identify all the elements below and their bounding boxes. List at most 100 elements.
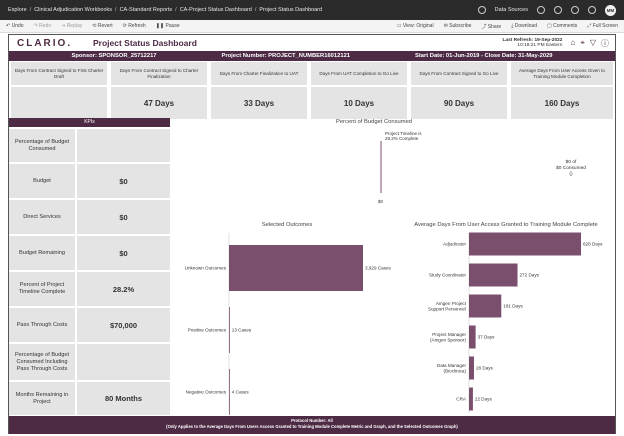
kpi-label-budget-consumed: Percentage of Budget Consumed: [9, 129, 75, 162]
kpi-value-budget-incl-pass: [77, 344, 170, 380]
metric-value-first-charter: [11, 87, 107, 119]
replay-button[interactable]: ⇥ Replay: [61, 23, 83, 29]
bar-negative-outcomes[interactable]: [229, 369, 230, 415]
last-refresh-time: 10:18:21 PM Eastern: [517, 43, 563, 48]
metric-value-contract-golive: 90 Days: [411, 87, 507, 119]
metric-header-charter-uat: Days From Charter Finalization to UAT: [211, 62, 307, 85]
bar-project-manager-amgen-sponsor[interactable]: [469, 325, 476, 349]
metric-value-charter-final: 47 Days: [111, 87, 207, 119]
last-refresh: Last Refresh: 19-Sep-2022 10:18:21 PM Ea…: [502, 38, 562, 49]
metric-header-contract-golive: Days From Contract Signed to Go Live: [411, 62, 507, 85]
breadcrumb-ca-dashboard[interactable]: CA-Project Status Dashboard: [179, 7, 252, 13]
selected-outcomes-chart: Unknown Outcomes 3,929 Cases Positive Outc…: [185, 233, 391, 415]
budget-axis-label: $0: [378, 199, 384, 204]
kpi-value-timeline-complete: 28.2%: [77, 272, 170, 306]
redo-label: Redo: [39, 23, 52, 29]
favorite-icon[interactable]: [554, 6, 562, 14]
consumed-label-1: $0 of: [566, 159, 577, 165]
metric-value-charter-uat: 33 Days: [211, 87, 307, 119]
filter-icon[interactable]: ▽: [589, 37, 596, 47]
bar-adjudicator[interactable]: [469, 232, 581, 256]
consumed-label-2: $0 Consumed: [556, 165, 586, 171]
fullscreen-button[interactable]: ⤢ Full Screen: [587, 23, 618, 29]
breadcrumb-explore[interactable]: Explore: [8, 7, 27, 13]
bar-cra[interactable]: [469, 387, 473, 411]
bar-unknown-outcomes-data-label: 3,929 Cases: [365, 266, 391, 271]
kpi-value-budget-remaining: $0: [77, 236, 170, 270]
bar-positive-outcomes-data-label: 13 Cases: [232, 328, 252, 333]
kpi-value-budget: $0: [77, 164, 170, 198]
metric-value-uat-golive: 10 Days: [311, 87, 407, 119]
bar-study-coordinator[interactable]: [469, 263, 518, 287]
bar-negative-outcomes-data-label: 4 Cases: [232, 390, 250, 395]
avatar[interactable]: MM: [605, 4, 616, 16]
pause-button[interactable]: ❚❚ Pause: [155, 23, 180, 29]
bar-data-manager-bioclinica-data-label: 28 Days: [476, 366, 494, 371]
download-button[interactable]: ⤓ Download: [511, 23, 537, 29]
kpi-value-pass-through: $70,000: [77, 308, 170, 342]
refresh-button[interactable]: ⟳ Refresh: [122, 23, 146, 29]
bar-adjudicator-category-label: Adjudicator: [443, 242, 466, 247]
outcomes-chart-title: Selected Outcomes: [261, 222, 313, 228]
kpi-value-direct-services: $0: [77, 200, 170, 234]
kpi-label-budget-incl-pass: Percentage of Budget Consumed Including …: [9, 344, 75, 380]
bar-unknown-outcomes-category-label: Unknown Outcomes: [185, 266, 227, 271]
subscribe-label: Subscribe: [449, 23, 472, 29]
bar-project-manager-amgen-sponsor-data-label: 37 Days: [478, 335, 496, 340]
replay-label: Replay: [66, 23, 83, 29]
breadcrumb-workbooks[interactable]: Clinical Adjudication Workbooks: [34, 7, 113, 13]
bar-project-manager-amgen-sponsor-category-label: (Amgen Sponsor): [430, 337, 466, 342]
breadcrumb-standard-reports[interactable]: CA-Standard Reports: [119, 7, 173, 13]
share-label: Share: [487, 23, 502, 30]
bar-positive-outcomes-category-label: Positive Outcomes: [188, 328, 227, 333]
kpi-value-budget-consumed: [77, 129, 170, 162]
comments-button[interactable]: ▢ Comments: [547, 23, 578, 29]
footer-note: (Only Applies to the Average Days From U…: [166, 424, 458, 429]
search-icon[interactable]: [537, 6, 545, 14]
download-label: Download: [514, 23, 537, 29]
timeline-label-2: 28.2% Complete: [385, 136, 419, 141]
consumed-label-3: (): [569, 171, 573, 177]
view-original-button[interactable]: ▭ View: Original: [396, 23, 434, 29]
last-refresh-date: Last Refresh: 19-Sep-2022: [502, 37, 563, 43]
project-dates-text: Start Date: 01-Jun-2019 - Close Date: 31…: [414, 53, 553, 59]
data-sources-link[interactable]: Data Sources: [494, 7, 528, 13]
redo-button[interactable]: ↷ Redo: [33, 23, 52, 29]
sponsor-text: Sponsor: SPONSOR_25712217: [71, 53, 157, 59]
subscribe-button[interactable]: ✉ Subscribe: [443, 23, 472, 29]
training-chart-title: Average Days From User Access Granted to…: [414, 222, 598, 228]
clario-logo: CLARIO.: [17, 37, 73, 49]
header-icons: ⌂ ⌖ ▽ ⓘ: [570, 38, 609, 49]
kpi-value-months-remaining: 80 Months: [77, 382, 170, 415]
metric-header-uat-golive: Days From UAT Completion to Go Live: [311, 62, 407, 85]
kpi-label-budget-remaining: Budget Remaining: [9, 236, 75, 270]
bookmark-icon[interactable]: ⌖: [580, 37, 585, 47]
kpi-label-timeline-complete: Percent of Project Timeline Complete: [9, 272, 75, 306]
bar-adjudicator-data-label: 628 Days: [583, 242, 603, 247]
bar-unknown-outcomes[interactable]: [229, 245, 363, 291]
revert-label: Revert: [97, 23, 113, 29]
home-icon[interactable]: ⌂: [570, 37, 576, 47]
bar-positive-outcomes[interactable]: [229, 307, 230, 353]
share-button[interactable]: ⤴ Share: [481, 23, 502, 30]
project-info-bar: Sponsor: SPONSOR_25712217 Project Number…: [9, 51, 615, 61]
undo-button[interactable]: ↶ Undo: [6, 23, 24, 29]
budget-chart: Project Timeline is 28.2% Complete $0 $0…: [378, 131, 586, 204]
bar-data-manager-bioclinica-category-label: Data Manager: [437, 363, 467, 368]
metric-header-training: Average Days From User Access Given to T…: [511, 62, 613, 85]
kpi-label-pass-through: Pass Through Costs: [9, 308, 75, 342]
info-icon[interactable]: ⓘ: [601, 38, 609, 48]
help-icon[interactable]: [571, 6, 579, 14]
data-sources-icon: [477, 6, 486, 14]
apps-icon[interactable]: [588, 6, 596, 14]
pause-label: Pause: [165, 23, 180, 29]
bar-study-coordinator-data-label: 272 Days: [520, 273, 540, 278]
bar-data-manager-bioclinica[interactable]: [469, 356, 474, 380]
bar-amgen-project-support-personnel[interactable]: [469, 294, 502, 318]
bar-project-manager-amgen-sponsor-category-label: Project Manager: [432, 332, 466, 337]
view-original-label: View: Original: [402, 23, 434, 29]
dashboard-frame: CLARIO. Project Status Dashboard Last Re…: [8, 34, 616, 434]
kpi-label-months-remaining: Months Remaining in Project: [9, 382, 75, 415]
bar-study-coordinator-category-label: Study Coordinator: [429, 273, 466, 278]
revert-button[interactable]: ⟲ Revert: [92, 23, 113, 29]
